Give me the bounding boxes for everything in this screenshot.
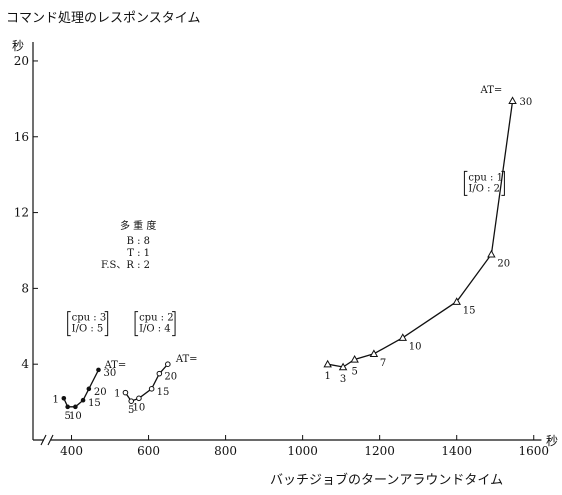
data-point <box>350 355 359 363</box>
y-axis-unit: 秒 <box>12 39 24 53</box>
data-point <box>487 249 496 258</box>
data-point-label: 5 <box>128 405 134 416</box>
data-point-label: 15 <box>88 398 101 409</box>
y-tick-label: 8 <box>21 281 29 295</box>
ratio-label: I/O : 4 <box>139 324 171 335</box>
x-axis-unit: 秒 <box>546 434 558 448</box>
ratio-label: cpu : 3 <box>72 313 107 324</box>
data-point-label: 5 <box>64 411 70 422</box>
note-line: B : 8 <box>127 236 150 247</box>
x-tick-label: 1000 <box>287 444 318 458</box>
ratio-bracket-left <box>134 311 139 337</box>
y-tick-label: 20 <box>14 54 29 68</box>
ratio-bracket-right <box>104 311 109 337</box>
ratio-bracket-right <box>172 311 176 337</box>
x-tick-label: 1200 <box>364 444 395 458</box>
data-point <box>398 333 408 341</box>
ratio-bracket-right <box>501 170 505 196</box>
x-tick-label: 1600 <box>518 444 549 458</box>
series-end-label: AT= <box>175 354 198 365</box>
data-point-label: 10 <box>69 411 82 422</box>
ratio-label: cpu : 1 <box>468 172 503 183</box>
data-point-label: 20 <box>164 372 177 383</box>
data-point <box>73 404 78 410</box>
ratio-label: I/O : 5 <box>72 324 104 335</box>
axes: 4 8 12 16 20 400 600 800 1000 1200 1400 1600 <box>14 42 549 458</box>
data-point <box>452 297 461 305</box>
data-point <box>136 395 142 402</box>
data-point <box>86 386 92 392</box>
y-tick-label: 4 <box>21 357 29 371</box>
y-tick-label: 12 <box>14 206 29 220</box>
data-point <box>148 386 155 392</box>
chart-title: コマンド処理のレスポンスタイム <box>6 11 200 26</box>
ratio-label: I/O : 2 <box>468 183 500 194</box>
data-point-label: 10 <box>409 342 422 353</box>
note-line: F.S、R : 2 <box>101 260 150 271</box>
series-3: 1 35 7 10 15 20 30 cpu : 1I/O : 2 AT= <box>323 85 533 385</box>
note-heading: 多 重 度 <box>120 219 156 232</box>
multiplicity-note: 多 重 度 B : 8T : 1F.S、R : 2 <box>101 219 156 271</box>
data-point <box>338 362 348 371</box>
axis-break-gap <box>44 435 51 445</box>
data-point <box>80 397 86 403</box>
data-point <box>323 359 332 368</box>
y-tick-label: 16 <box>14 130 29 144</box>
data-point <box>65 404 70 410</box>
data-point-label: 3 <box>340 374 346 385</box>
data-point-label: 15 <box>157 387 170 398</box>
note-line: T : 1 <box>127 248 150 259</box>
x-tick-label: 800 <box>214 444 237 458</box>
x-tick-label: 400 <box>60 444 83 458</box>
data-point-label: 20 <box>497 258 510 269</box>
x-axis-label: バッチジョブのターンアラウンドタイム <box>270 472 503 488</box>
data-point-label: 1 <box>52 394 58 405</box>
series-end-label: AT= <box>480 85 503 96</box>
data-point <box>128 398 135 404</box>
data-point-label: 1 <box>114 389 120 400</box>
data-point-label: 30 <box>103 368 116 379</box>
x-tick-label: 1400 <box>441 444 472 458</box>
data-point <box>61 396 67 401</box>
data-point-label: 20 <box>94 387 107 398</box>
data-point <box>508 96 517 104</box>
ratio-label: cpu : 2 <box>139 313 174 324</box>
data-point <box>165 361 171 367</box>
data-point <box>122 389 129 396</box>
series-end-label: AT= <box>103 360 126 371</box>
data-point <box>96 367 101 373</box>
x-tick-label: 600 <box>137 444 160 458</box>
ratio-bracket-left <box>67 311 71 337</box>
data-point-label: 15 <box>463 306 476 317</box>
data-point-label: 5 <box>351 366 357 377</box>
data-point-label: 10 <box>133 402 146 413</box>
ratio-bracket-left <box>463 170 468 196</box>
data-point-label: 1 <box>324 371 330 382</box>
data-point-label: 30 <box>520 97 533 108</box>
data-point-label: 7 <box>380 358 386 369</box>
axis-break-mark <box>40 434 47 446</box>
data-point <box>156 370 163 377</box>
axis-break-mark <box>47 434 54 446</box>
data-point <box>369 349 379 357</box>
series-line <box>327 100 514 368</box>
